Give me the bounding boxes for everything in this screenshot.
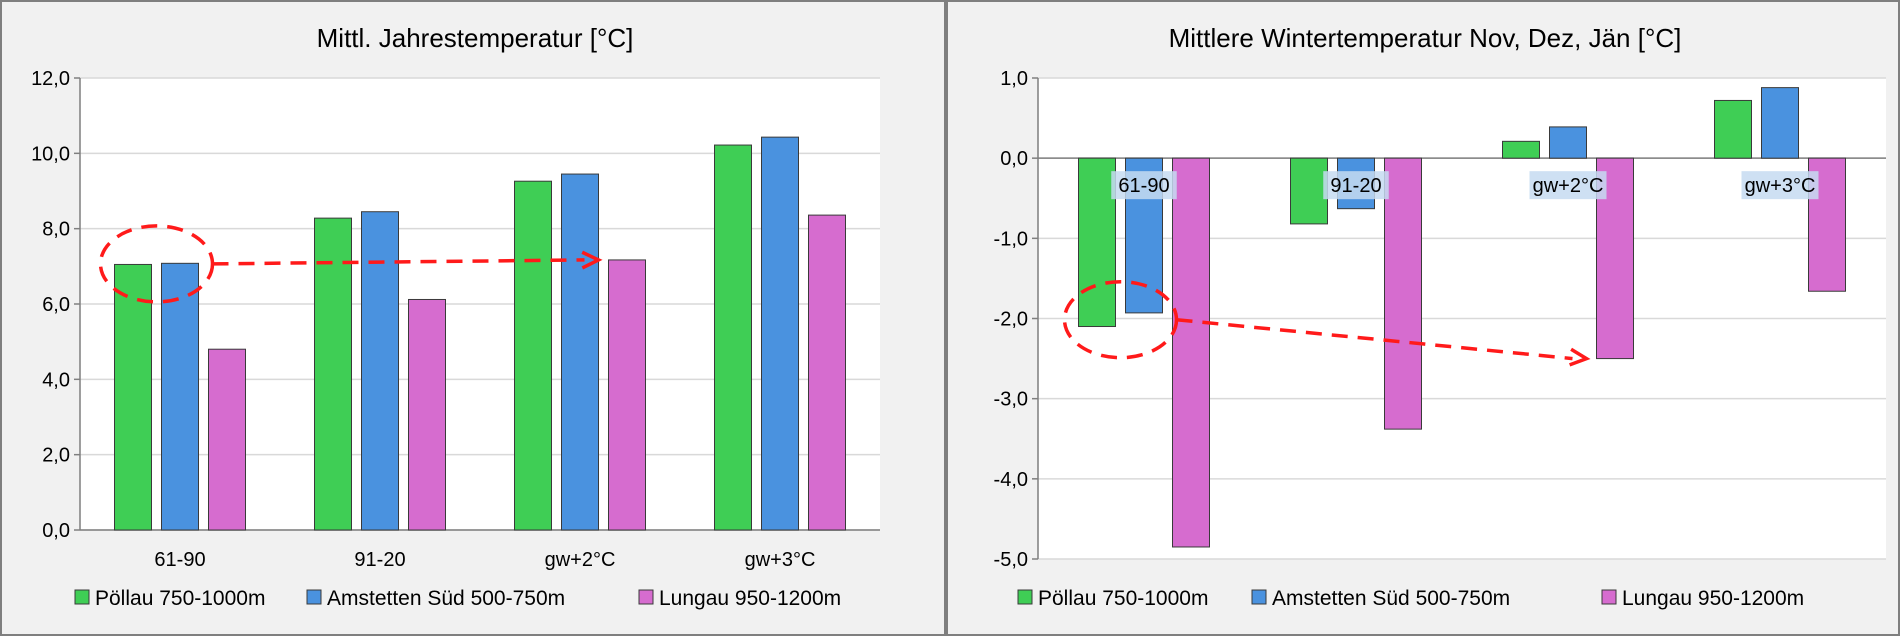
bar [361, 211, 399, 531]
category-label: 61-90 [154, 549, 205, 571]
bar [161, 262, 199, 531]
bar [314, 217, 352, 531]
bar [1384, 157, 1422, 430]
y-tick-label: -2,0 [994, 309, 1028, 331]
bar [1549, 126, 1587, 159]
category-label: gw+3°C [1745, 175, 1816, 197]
legend-swatch [74, 589, 90, 605]
legend-swatch [306, 589, 322, 605]
bar [408, 298, 446, 531]
y-tick-label: 0,0 [1000, 148, 1028, 170]
legend-label: Lungau 950-1200m [1622, 587, 1804, 610]
category-label: gw+3°C [745, 549, 816, 571]
category-label-bg [1741, 171, 1819, 200]
y-tick-label: -3,0 [994, 389, 1028, 411]
y-tick-label: 1,0 [1000, 68, 1028, 90]
bar [208, 348, 246, 531]
y-tick-label: 8,0 [42, 219, 70, 241]
legend-label: Pöllau 750-1000m [95, 587, 265, 610]
legend-swatch [1251, 589, 1267, 605]
legend-label: Lungau 950-1200m [659, 587, 841, 610]
y-tick-label: 2,0 [42, 445, 70, 467]
bar [1290, 157, 1328, 225]
bar [808, 214, 846, 531]
legend-label: Amstetten Süd 500-750m [327, 587, 565, 610]
chart-title: Mittlere Wintertemperatur Nov, Dez, Jän … [1169, 23, 1682, 53]
bar [114, 263, 152, 531]
bar [1714, 99, 1752, 159]
y-tick-label: -1,0 [994, 228, 1028, 250]
y-tick-label: -4,0 [994, 469, 1028, 491]
bar [608, 259, 646, 531]
legend-swatch [1601, 589, 1617, 605]
category-label: 91-20 [354, 549, 405, 571]
category-label: gw+2°C [1533, 175, 1604, 197]
y-tick-label: 6,0 [42, 294, 70, 316]
chart-panel-winter: Mittlere Wintertemperatur Nov, Dez, Jän … [946, 0, 1900, 636]
trend-arrow [1176, 317, 1573, 361]
category-label-bg [1529, 171, 1607, 200]
arrow-head-icon [581, 250, 603, 270]
arrow-head-icon [1569, 347, 1591, 367]
category-label: gw+2°C [545, 549, 616, 571]
chart-title: Mittl. Jahrestemperatur [°C] [317, 23, 634, 53]
bar [1078, 157, 1116, 328]
y-tick-label: 12,0 [31, 68, 70, 90]
bar [561, 173, 599, 531]
bar [1761, 87, 1799, 159]
category-label-bg [1111, 171, 1177, 200]
legend-label: Amstetten Süd 500-750m [1272, 587, 1510, 610]
y-tick-label: -5,0 [994, 549, 1028, 571]
annual-temperature-chart: Mittl. Jahrestemperatur [°C] 0,0 2,0 4,0 6,0… [31, 23, 880, 610]
bar [761, 136, 799, 531]
bar [714, 144, 752, 531]
chart-panel-annual: Mittl. Jahrestemperatur [°C] 0,0 2,0 4,0 6,0… [0, 0, 946, 636]
y-tick-label: 10,0 [31, 143, 70, 165]
legend-swatch [1017, 589, 1033, 605]
bar [1502, 140, 1540, 159]
y-tick-label: 4,0 [42, 369, 70, 391]
bar [1172, 157, 1210, 548]
winter-temperature-chart: Mittlere Wintertemperatur Nov, Dez, Jän … [994, 23, 1886, 610]
legend-swatch [638, 589, 654, 605]
bar [514, 180, 552, 531]
category-label: 91-20 [1330, 175, 1381, 197]
category-label-bg [1323, 171, 1389, 200]
legend-label: Pöllau 750-1000m [1038, 587, 1208, 610]
trend-arrow [212, 258, 585, 266]
category-label: 61-90 [1118, 175, 1169, 197]
y-tick-label: 0,0 [42, 520, 70, 542]
